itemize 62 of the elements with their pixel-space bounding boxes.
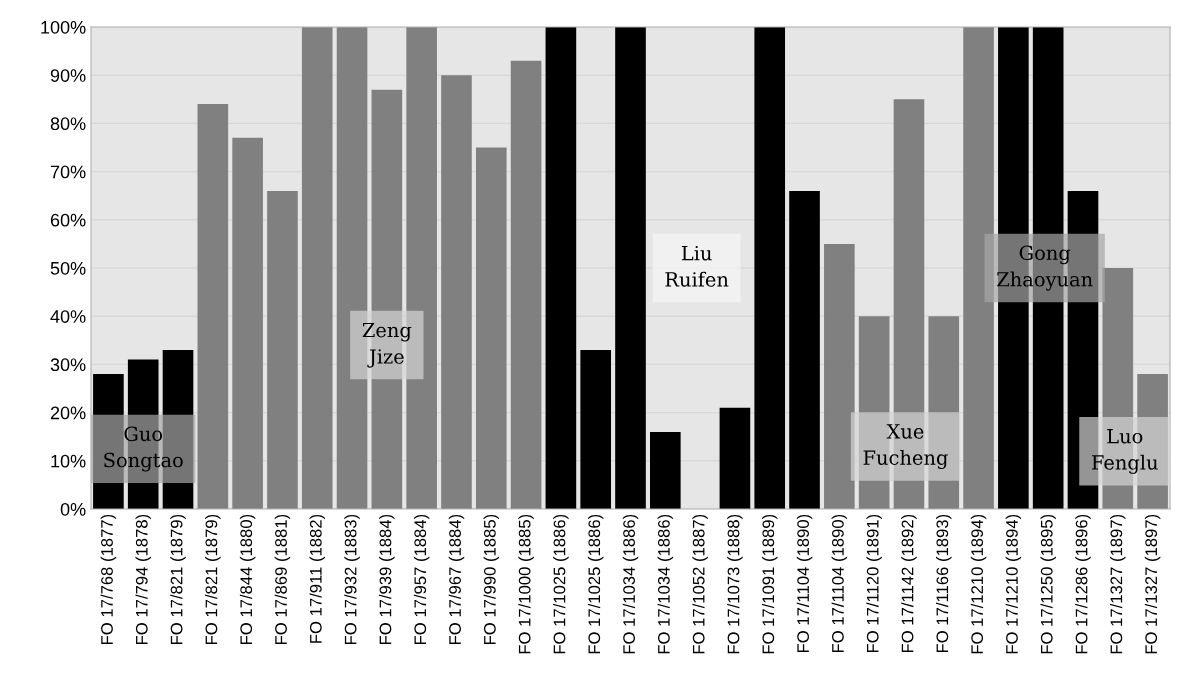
y-tick-label: 50%: [50, 261, 86, 275]
x-tick-label: FO 17/1025 (1886): [587, 514, 604, 654]
bar: [301, 27, 333, 509]
y-tick-label: 0%: [60, 502, 86, 516]
x-tick-label: FO 17/844 (1880): [239, 514, 256, 645]
bar: [545, 27, 577, 509]
y-tick-label: 40%: [50, 310, 86, 323]
x-tick-label: FO 17/990 (1885): [483, 514, 500, 645]
x-tick-label: FO 17/1091 (1889): [761, 514, 778, 654]
x-tick-label: FO 17/1104 (1890): [796, 514, 813, 653]
x-tick-label: FO 17/1210 (1894): [970, 514, 987, 654]
annotation: Luo Fenglu: [1092, 429, 1158, 474]
x-tick-label: FO 17/768 (1877): [100, 514, 117, 645]
y-tick-label: 60%: [50, 213, 86, 227]
x-tick-label: FO 17/1073 (1888): [727, 514, 743, 654]
y-tick-label: 30%: [50, 358, 86, 372]
bar: [580, 349, 612, 509]
x-tick-label: FO 17/794 (1878): [135, 514, 151, 645]
annotation: Liu Ruifen: [665, 245, 729, 287]
y-tick-label: 80%: [50, 117, 86, 131]
x-tick-label: FO 17/869 (1881): [274, 514, 291, 645]
annotation: Xue Fucheng: [863, 424, 948, 469]
x-tick-label: FO 17/1052 (1887): [692, 514, 708, 654]
x-tick-label: FO 17/1142 (1892): [901, 514, 917, 653]
x-tick-label: FO 17/1166 (1893): [935, 514, 952, 653]
x-tick-label: FO 17/1104 (1890): [831, 514, 848, 653]
x-tick-label: FO 17/939 (1884): [379, 514, 395, 645]
x-tick-label: FO 17/957 (1884): [413, 514, 430, 645]
y-tick-label: 100%: [41, 20, 86, 34]
y-tick-label: 90%: [50, 69, 86, 82]
x-tick-label: FO 17/1034 (1886): [622, 514, 639, 654]
x-tick-label: FO 17/1000 (1885): [518, 514, 534, 654]
y-tick-label: 10%: [51, 454, 86, 468]
y-tick-label: 70%: [50, 165, 86, 179]
bar: [475, 147, 507, 509]
bar: [719, 407, 751, 509]
x-tick-label: FO 17/967 (1884): [448, 514, 465, 645]
bar: [441, 75, 472, 509]
x-tick-label: FO 17/1120 (1891): [866, 514, 882, 653]
x-tick-label: FO 17/1327 (1897): [1110, 514, 1126, 654]
bar: [615, 27, 646, 509]
x-tick-label: FO 17/1025 (1886): [553, 514, 569, 654]
annotation: Zeng Jize: [362, 322, 412, 368]
x-tick-label: FO 17/821 (1879): [205, 514, 221, 645]
y-tick-label: 20%: [50, 406, 86, 420]
x-tick-label: FO 17/821 (1879): [170, 514, 186, 645]
x-tick-label: FO 17/1210 (1894): [1005, 514, 1022, 654]
bar: [510, 60, 542, 509]
x-tick-label: FO 17/932 (1883): [344, 514, 360, 645]
bar: [754, 27, 786, 509]
bar: [267, 190, 298, 509]
bar: [232, 137, 263, 509]
x-tick-label: FO 17/1286 (1896): [1075, 514, 1091, 654]
x-tick-label: FO 17/1327 (1897): [1144, 514, 1161, 654]
x-tick-label: FO 17/1034 (1886): [657, 514, 674, 654]
x-tick-label: FO 17/1250 (1895): [1040, 514, 1056, 654]
bar: [824, 243, 855, 509]
bar: [649, 431, 681, 509]
x-tick-label: FO 17/911 (1882): [309, 514, 325, 643]
bar: [197, 104, 229, 509]
bar: [789, 190, 820, 509]
bar: [963, 27, 994, 509]
